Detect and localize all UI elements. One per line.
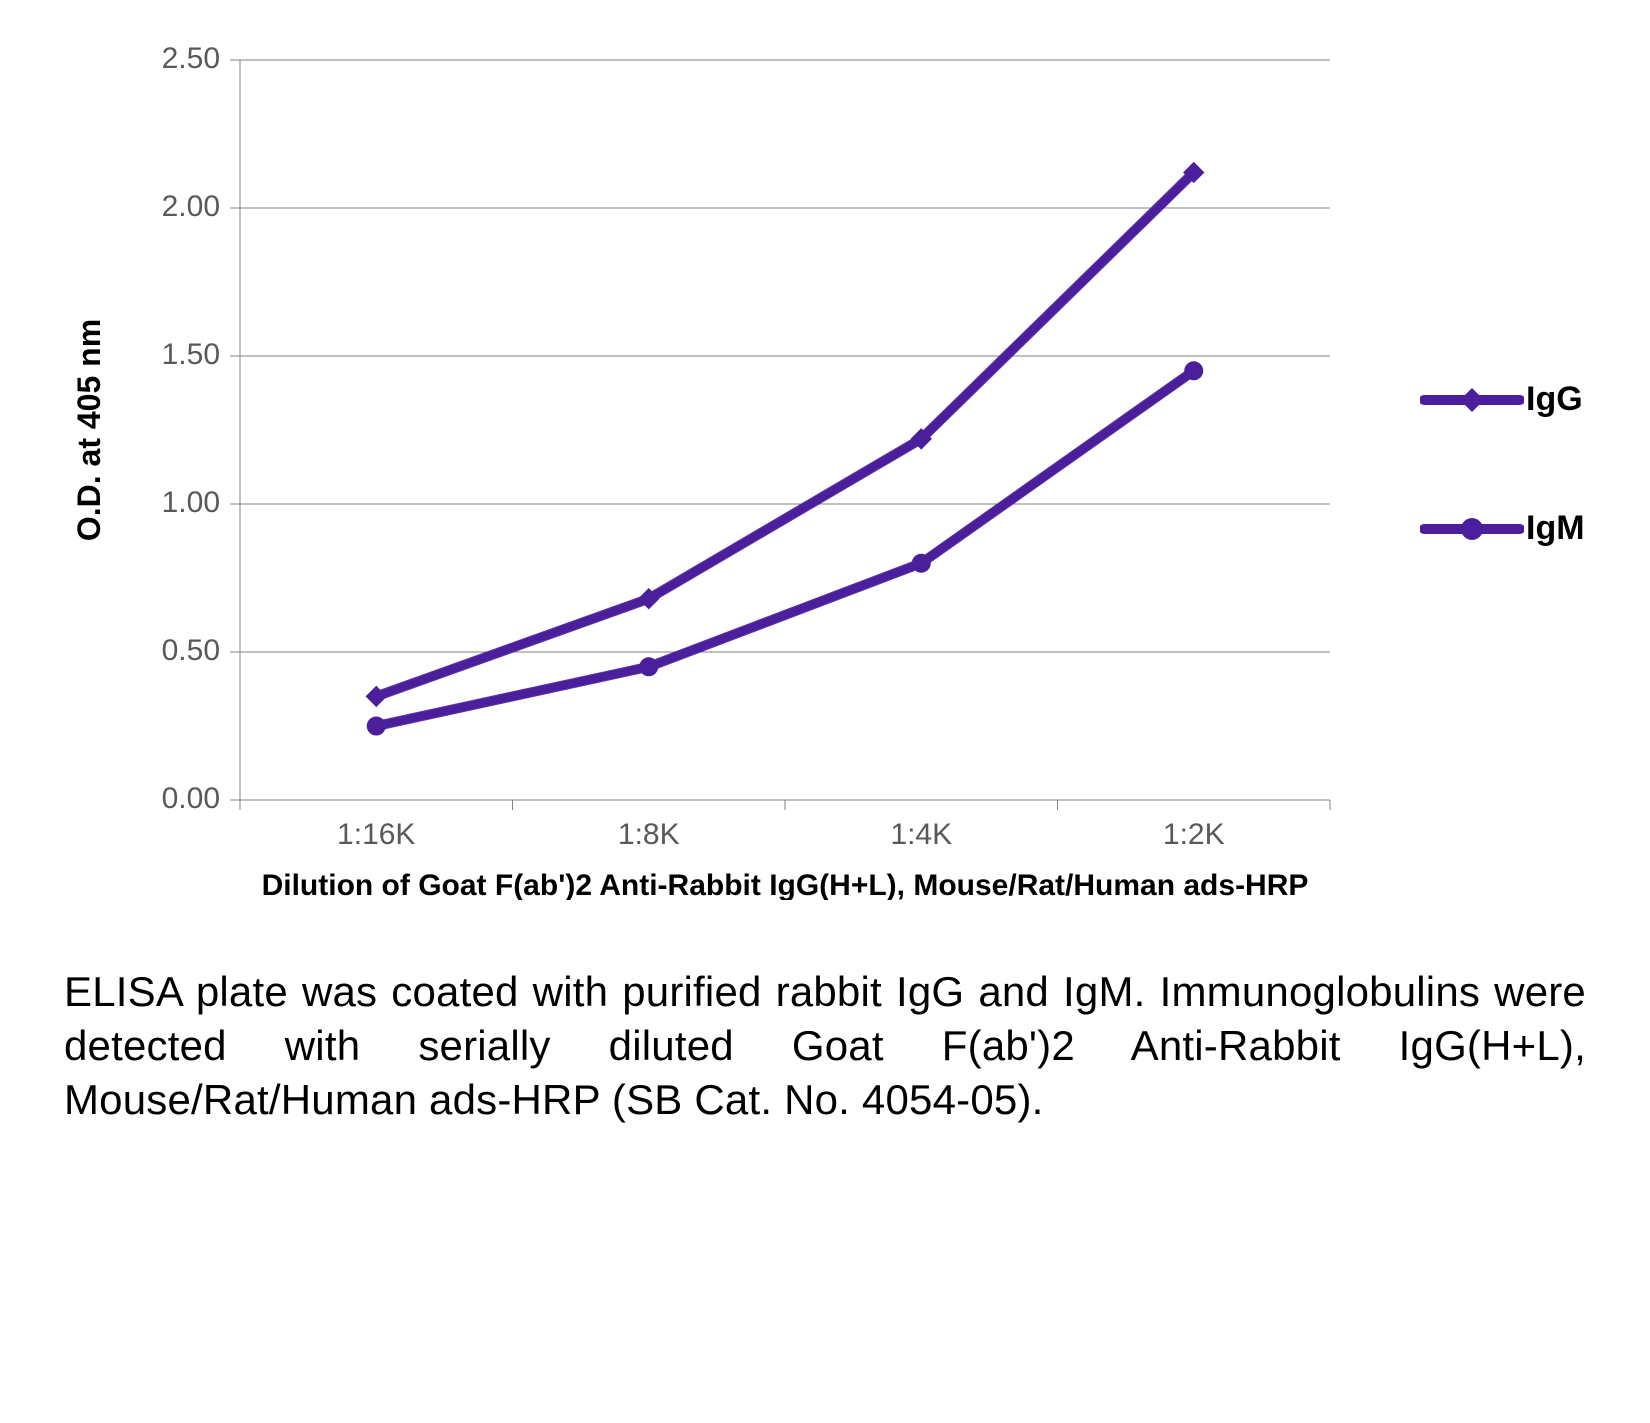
series-marker-circle — [912, 554, 930, 572]
legend: IgG IgM — [1420, 380, 1585, 548]
x-tick-label: 1:2K — [1163, 818, 1225, 851]
chart-box: 0.00 0.50 1.00 1.50 2.00 2.50 1:16K 1:8K 1:4K 1:2… — [60, 30, 1360, 905]
legend-swatch — [1420, 514, 1524, 544]
x-tick-label: 1:16K — [337, 818, 415, 851]
y-tick-label: 1.00 — [162, 486, 220, 519]
chart-row: 0.00 0.50 1.00 1.50 2.00 2.50 1:16K 1:8K 1:4K 1:2… — [60, 30, 1590, 905]
page: 0.00 0.50 1.00 1.50 2.00 2.50 1:16K 1:8K 1:4K 1:2… — [0, 0, 1650, 1423]
y-tick-label: 0.00 — [162, 782, 220, 815]
y-tick-label: 2.50 — [162, 42, 220, 75]
line-chart: 0.00 0.50 1.00 1.50 2.00 2.50 1:16K 1:8K 1:4K 1:2… — [60, 30, 1360, 900]
x-tick-label: 1:4K — [890, 818, 952, 851]
legend-swatch — [1420, 385, 1524, 415]
figure-caption: ELISA plate was coated with purified rab… — [60, 965, 1590, 1126]
legend-label: IgG — [1526, 380, 1583, 419]
x-axis-label: Dilution of Goat F(ab')2 Anti-Rabbit IgG… — [262, 869, 1309, 900]
chart-bg — [60, 30, 1360, 900]
y-tick-label: 2.00 — [162, 190, 220, 223]
legend-item: IgG — [1420, 380, 1585, 419]
y-tick-label: 0.50 — [162, 634, 220, 667]
y-tick-label: 1.50 — [162, 338, 220, 371]
series-marker-circle — [1185, 362, 1203, 380]
legend-item: IgM — [1420, 509, 1585, 548]
legend-label: IgM — [1526, 509, 1585, 548]
series-marker-circle — [367, 717, 385, 735]
y-axis-label: O.D. at 405 nm — [71, 319, 107, 541]
x-tick-label: 1:8K — [618, 818, 680, 851]
series-marker-circle — [640, 658, 658, 676]
